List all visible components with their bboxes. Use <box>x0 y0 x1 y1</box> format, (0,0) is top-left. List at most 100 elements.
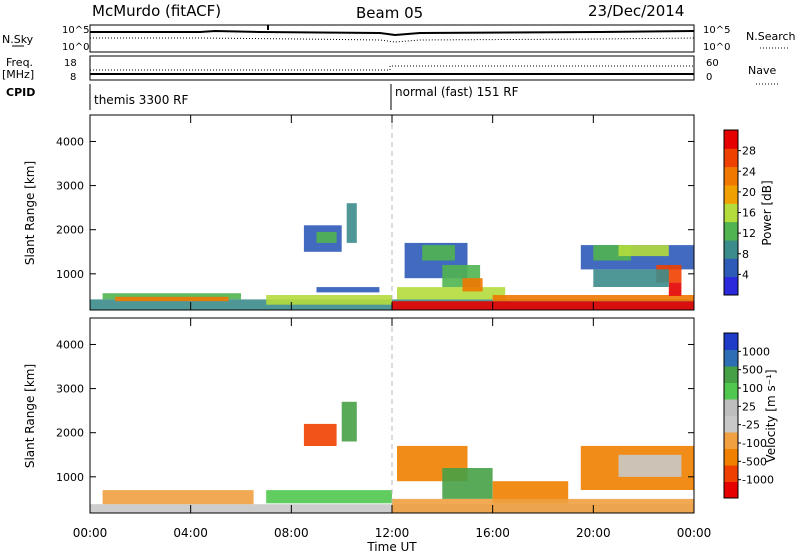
nave-label: Nave <box>748 64 776 77</box>
time-tick-label: 04:00 <box>173 526 208 540</box>
velocity-colorbar-swatch <box>724 382 738 400</box>
power-panel: 1000 2000 3000 4000 Slant Range [km] 4 8 12 16… <box>23 114 774 311</box>
power-colorbar-swatch <box>724 276 738 296</box>
velocity-echo-region <box>303 423 337 446</box>
velocity-colorbar-swatch <box>724 432 738 449</box>
power-colorbar-tick: 24 <box>742 165 756 178</box>
power-echo-region <box>316 287 380 293</box>
velocity-echo-region <box>442 468 493 499</box>
power-colorbar-swatch <box>724 130 738 149</box>
nsky-line <box>90 29 695 37</box>
power-colorbar-swatch <box>724 221 738 241</box>
power-ytick-label: 4000 <box>56 135 84 148</box>
power-colorbar-tick: 16 <box>742 207 756 220</box>
nsearch-tick-low: 10^0 <box>703 42 730 53</box>
nsearch-line <box>90 37 695 43</box>
nave-line <box>90 65 694 71</box>
velocity-colorbar-swatch <box>724 349 738 367</box>
velocity-echo-region <box>341 401 357 442</box>
power-colorbar-tick: 4 <box>742 268 749 281</box>
velocity-colorbar-tick: -25 <box>742 419 760 432</box>
power-echo-region <box>102 293 241 300</box>
time-tick-label: 00:00 <box>677 526 712 540</box>
velocity-colorbar-tick: -100 <box>742 437 767 450</box>
nsky-tick-high: 10^5 <box>62 25 89 36</box>
velocity-colorbar-swatch <box>724 415 738 433</box>
nsearch-tick-high: 10^5 <box>703 25 730 36</box>
time-tick-label: 16:00 <box>475 526 510 540</box>
velocity-ytick-label: 1000 <box>56 471 84 484</box>
power-echo-region <box>422 245 455 261</box>
nave-tick-low: 0 <box>706 72 712 83</box>
cpid-segment-2: normal (fast) 151 RF <box>395 85 519 99</box>
time-tick-label: 12:00 <box>375 526 410 540</box>
velocity-colorbar-label: Velocity [m s⁻¹] <box>764 369 778 462</box>
velocity-echo-region <box>102 490 254 505</box>
power-echo-region <box>397 287 506 300</box>
velocity-colorbar-swatch <box>724 399 738 416</box>
velocity-ytick-label: 3000 <box>56 383 84 396</box>
velocity-ylabel: Slant Range [km] <box>23 364 37 468</box>
velocity-echo-region <box>492 481 569 504</box>
power-colorbar-swatch <box>724 258 738 278</box>
power-echo-region <box>392 301 694 310</box>
time-tick-label: 00:00 <box>73 526 108 540</box>
power-echo-region <box>346 203 357 243</box>
velocity-colorbar-swatch <box>724 481 738 499</box>
velocity-colorbar-swatch <box>724 333 738 350</box>
cpid-label: CPID <box>6 86 35 99</box>
power-ytick-label: 3000 <box>56 180 84 193</box>
freq-tick-high: 18 <box>64 58 77 69</box>
power-colorbar-label: Power [dB] <box>760 180 774 245</box>
power-colorbar-tick: 28 <box>742 145 756 158</box>
nsky-tick-low: 10^0 <box>62 42 89 53</box>
power-echo-region <box>462 278 483 292</box>
velocity-colorbar-tick: -500 <box>742 455 767 468</box>
velocity-colorbar-tick: -1000 <box>742 474 774 487</box>
nave-tick-high: 60 <box>706 58 719 69</box>
velocity-colorbar-swatch <box>724 465 738 482</box>
velocity-colorbar-swatch <box>724 448 738 466</box>
velocity-panel: 1000 2000 3000 4000 Slant Range [km] -1000 -… <box>23 317 778 514</box>
date-label: 23/Dec/2014 <box>588 2 684 20</box>
power-colorbar-tick: 12 <box>742 227 756 240</box>
power-echo-region <box>492 295 694 302</box>
power-echo-region <box>316 231 337 243</box>
velocity-colorbar-tick: 1000 <box>742 345 770 358</box>
velocity-echo-region <box>392 498 694 513</box>
station-title: McMurdo (fitACF) <box>92 2 221 20</box>
power-ytick-label: 1000 <box>56 268 84 281</box>
power-colorbar-tick: 8 <box>742 248 749 261</box>
velocity-colorbar-tick: 100 <box>742 382 763 395</box>
power-colorbar-swatch <box>724 203 738 223</box>
velocity-colorbar-tick: 25 <box>742 400 756 413</box>
freq-tick-low: 8 <box>70 72 76 83</box>
freq-label-2: [MHz] <box>2 68 34 81</box>
freq-label-1: Freq. <box>6 56 33 69</box>
power-echo-region <box>115 296 229 302</box>
nsky-label: N.Sky <box>2 33 34 46</box>
velocity-echo-region <box>618 454 682 477</box>
time-tick-label: 08:00 <box>274 526 309 540</box>
velocity-ytick-label: 4000 <box>56 338 84 351</box>
power-ytick-label: 2000 <box>56 224 84 237</box>
nsearch-label: N.Search <box>746 30 796 43</box>
power-echo-region <box>618 245 669 257</box>
freq-panel: Freq. [MHz] 18 8 60 0 Nave <box>2 55 780 85</box>
power-colorbar-swatch <box>724 166 738 186</box>
beam-label: Beam 05 <box>356 4 423 22</box>
power-ylabel: Slant Range [km] <box>23 161 37 265</box>
velocity-colorbar-swatch <box>724 366 738 383</box>
power-colorbar-swatch <box>724 185 738 204</box>
power-echo-region <box>593 269 669 287</box>
power-echo-region <box>266 295 392 305</box>
time-tick-label: 20:00 <box>576 526 611 540</box>
velocity-echo-region <box>266 490 392 504</box>
power-echo-region <box>668 282 682 296</box>
cpid-segment-1: themis 3300 RF <box>94 93 188 107</box>
velocity-colorbar-tick: 500 <box>742 364 763 377</box>
nsky-panel: N.Sky 10^5 10^0 10^5 10^0 N.Search <box>2 24 796 53</box>
power-colorbar-swatch <box>724 240 738 259</box>
cpid-panel: CPID themis 3300 RF normal (fast) 151 RF <box>6 84 519 110</box>
